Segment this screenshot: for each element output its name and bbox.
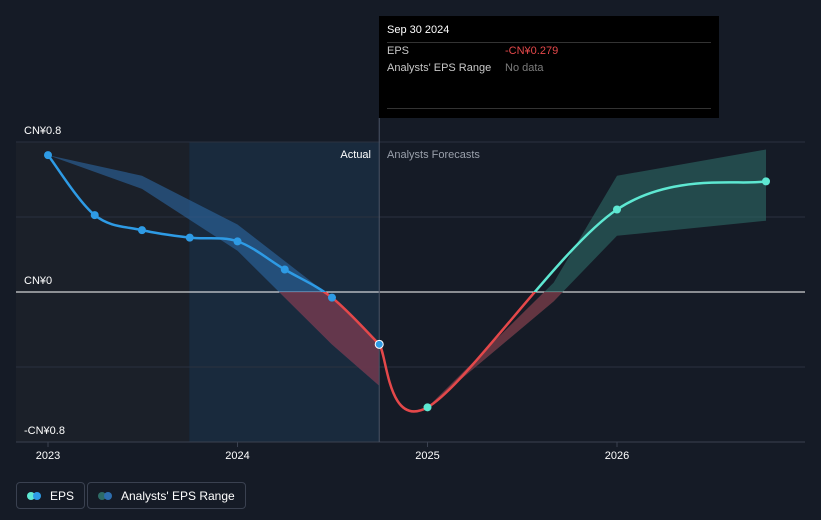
legend-eps-label: EPS bbox=[50, 488, 75, 503]
tooltip-divider bbox=[387, 108, 711, 109]
range-legend-icon bbox=[98, 491, 114, 500]
eps-point bbox=[90, 211, 99, 220]
tooltip: Sep 30 2024 EPS -CN¥0.279 Analysts' EPS … bbox=[379, 16, 719, 118]
eps-point bbox=[613, 205, 621, 214]
eps-legend-icon bbox=[27, 491, 43, 500]
legend-eps[interactable]: EPS bbox=[16, 482, 86, 509]
tooltip-eps-value: -CN¥0.279 bbox=[505, 45, 559, 57]
y-tick-label: CN¥0 bbox=[24, 275, 52, 287]
x-tick-label: 2023 bbox=[36, 450, 60, 462]
x-tick-label: 2026 bbox=[605, 450, 629, 462]
x-tick-label: 2025 bbox=[415, 450, 439, 462]
tooltip-range-value: No data bbox=[505, 62, 544, 74]
legend-range-label: Analysts' EPS Range bbox=[121, 488, 235, 503]
eps-line-negative bbox=[378, 292, 537, 413]
eps-range-band bbox=[427, 149, 766, 408]
eps-point bbox=[44, 151, 52, 160]
x-tick-label: 2024 bbox=[225, 450, 249, 462]
eps-point bbox=[761, 177, 770, 186]
eps-line bbox=[533, 180, 767, 292]
eps-point bbox=[374, 339, 384, 349]
tooltip-range-row: Analysts' EPS Range No data bbox=[387, 60, 711, 77]
tooltip-eps-label: EPS bbox=[387, 45, 410, 57]
y-tick-label: CN¥0.8 bbox=[24, 125, 61, 137]
eps-point bbox=[280, 265, 289, 274]
eps-point bbox=[327, 293, 336, 302]
eps-point bbox=[185, 233, 194, 242]
eps-range-band-negative bbox=[279, 292, 380, 386]
legend-range[interactable]: Analysts' EPS Range bbox=[87, 482, 246, 509]
forecast-label: Analysts Forecasts bbox=[387, 149, 480, 161]
eps-point bbox=[137, 226, 146, 235]
tooltip-range-label: Analysts' EPS Range bbox=[387, 62, 492, 74]
y-tick-label: -CN¥0.8 bbox=[24, 425, 65, 437]
actual-label: Actual bbox=[340, 149, 371, 161]
eps-point bbox=[233, 237, 242, 246]
tooltip-eps-row: EPS -CN¥0.279 bbox=[387, 42, 711, 60]
tooltip-date: Sep 30 2024 bbox=[387, 24, 450, 36]
eps-point bbox=[423, 403, 432, 412]
